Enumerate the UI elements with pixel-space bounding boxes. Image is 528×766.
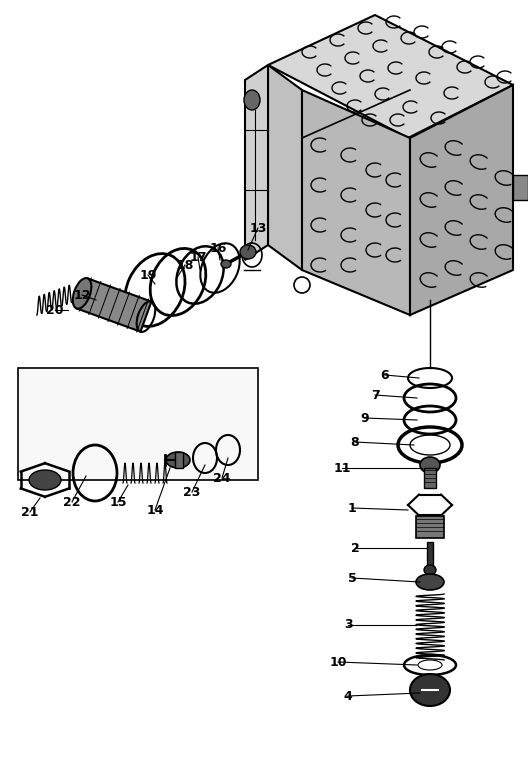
Ellipse shape (29, 470, 61, 490)
Text: 8: 8 (351, 436, 360, 449)
Bar (175, 452, 183, 468)
Ellipse shape (416, 574, 444, 590)
Text: 18: 18 (176, 258, 194, 271)
Ellipse shape (166, 452, 190, 468)
Text: 5: 5 (347, 571, 356, 584)
Text: 9: 9 (361, 411, 369, 424)
Text: 19: 19 (139, 269, 157, 281)
Text: 14: 14 (146, 503, 164, 516)
Bar (513, 175, 528, 200)
Text: 3: 3 (344, 618, 352, 631)
Text: 11: 11 (333, 461, 351, 474)
Ellipse shape (424, 565, 436, 575)
Ellipse shape (73, 278, 91, 309)
Polygon shape (268, 15, 513, 138)
Bar (18, 368, 258, 480)
Text: 13: 13 (249, 221, 267, 234)
Text: 20: 20 (46, 303, 64, 316)
Polygon shape (245, 65, 268, 260)
Bar (424, 468, 436, 488)
Polygon shape (77, 278, 152, 332)
Bar (416, 516, 444, 538)
Text: 12: 12 (73, 289, 91, 302)
Polygon shape (302, 90, 410, 315)
Ellipse shape (410, 674, 450, 706)
Text: 1: 1 (347, 502, 356, 515)
Text: 10: 10 (329, 656, 347, 669)
Text: 24: 24 (213, 472, 231, 485)
Text: 23: 23 (183, 486, 201, 499)
Text: 4: 4 (344, 689, 352, 702)
Text: 15: 15 (109, 496, 127, 509)
Ellipse shape (420, 457, 440, 473)
Text: 22: 22 (63, 496, 81, 509)
Text: 7: 7 (371, 388, 380, 401)
Text: 6: 6 (381, 368, 389, 381)
Text: 2: 2 (351, 542, 360, 555)
Polygon shape (268, 65, 302, 270)
Ellipse shape (221, 260, 231, 268)
Ellipse shape (418, 660, 442, 670)
Ellipse shape (240, 245, 256, 259)
Text: 21: 21 (21, 506, 39, 519)
Ellipse shape (244, 90, 260, 110)
Bar (427, 542, 433, 572)
Polygon shape (410, 85, 513, 315)
Text: 17: 17 (189, 250, 207, 264)
Text: 16: 16 (209, 241, 227, 254)
